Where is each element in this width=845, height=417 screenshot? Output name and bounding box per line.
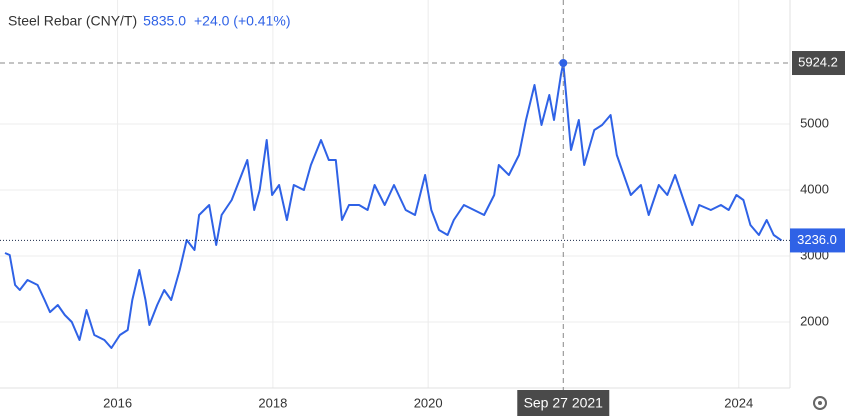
x-tick-label: 2018 bbox=[258, 395, 287, 410]
price: 5835.0 bbox=[143, 13, 186, 29]
settings-icon[interactable] bbox=[813, 396, 827, 410]
y-tick-label: 4000 bbox=[800, 181, 829, 196]
gear-hub[interactable] bbox=[818, 401, 822, 405]
last-price-box bbox=[790, 228, 845, 253]
chart-title: Steel Rebar (CNY/T) bbox=[8, 13, 137, 29]
gear[interactable] bbox=[813, 396, 827, 410]
price-line bbox=[4, 62, 783, 349]
crosshair-x-box bbox=[517, 390, 610, 416]
crosshair-point bbox=[559, 59, 568, 68]
grid bbox=[0, 0, 790, 388]
y-tick-label: 5000 bbox=[800, 115, 829, 130]
y-tick-label: 2000 bbox=[800, 313, 829, 328]
price-change: +24.0 (+0.41%) bbox=[194, 13, 291, 29]
x-tick-label: 2020 bbox=[414, 395, 443, 410]
x-tick-label: 2024 bbox=[724, 395, 753, 410]
crosshair-y-box bbox=[792, 51, 845, 76]
crosshair-y-label: 5924.2 bbox=[798, 54, 838, 69]
x-tick-label: 2016 bbox=[103, 395, 132, 410]
last-price-label: 3236.0 bbox=[797, 232, 837, 247]
crosshair-x-label: Sep 27 2021 bbox=[524, 395, 604, 411]
